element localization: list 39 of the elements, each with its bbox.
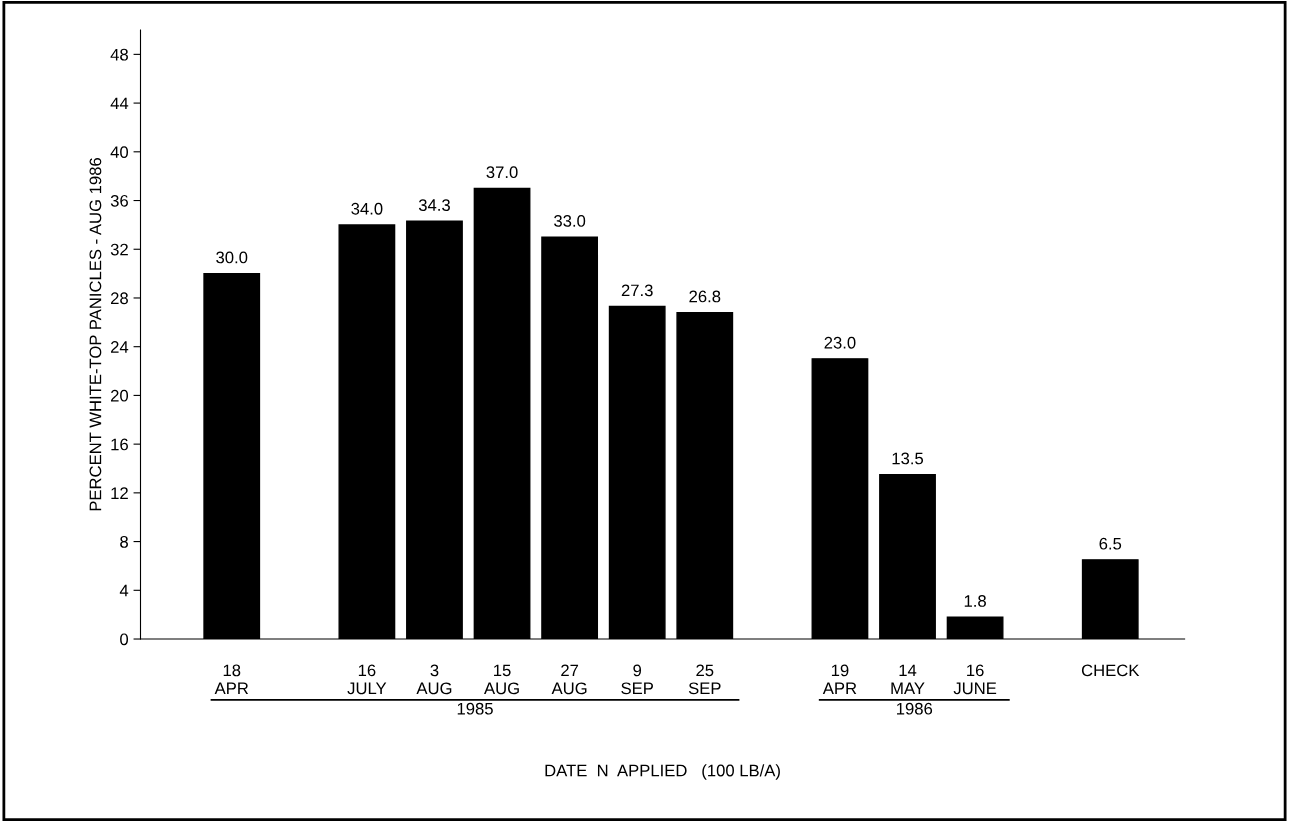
data-label: 30.0 [216, 251, 248, 264]
data-label: 1.8 [964, 595, 986, 607]
x-tick-label: CHECK [1081, 664, 1140, 677]
x-tick-label: 27 AUG [551, 664, 587, 695]
data-label: 23.0 [824, 336, 856, 349]
y-tick-label: 44 [110, 97, 129, 110]
y-tick-label: 24 [111, 341, 129, 353]
y-tick-label: 12 [111, 487, 128, 499]
y-tick-label: 48 [110, 48, 128, 61]
x-axis-title: DATE N APPLIED (100 LB/A) [545, 764, 780, 780]
data-label: 34.0 [351, 202, 383, 215]
text: 1986 [897, 702, 933, 715]
text: 1985 [457, 702, 493, 715]
x-tick-label: 15 AUG [484, 664, 519, 695]
data-label: 13.5 [892, 452, 924, 465]
x-tick-label: 3 AUG [416, 664, 452, 695]
x-tick-label: 14 MAY [891, 664, 925, 695]
y-tick-label: 16 [111, 438, 128, 451]
data-label: 37.0 [486, 166, 518, 179]
x-tick-label: 16 JUNE [953, 664, 997, 695]
x-tick-label: 18 APR [214, 664, 249, 695]
data-label: 6.5 [1099, 537, 1122, 550]
y-tick-label: 28 [111, 292, 128, 305]
y-tick-label: 8 [120, 535, 128, 548]
x-tick-label: 9 SEP [621, 664, 653, 695]
y-tick-label: 32 [110, 243, 128, 256]
data-label: 33.0 [554, 215, 586, 227]
x-tick-label: 19 APR [822, 664, 857, 695]
y-tick-label: 20 [111, 389, 129, 402]
y-tick-label: 36 [110, 194, 128, 207]
data-label: 34.3 [418, 199, 450, 211]
x-tick-label: 25 SEP [688, 664, 721, 695]
data-label: 26.8 [689, 290, 721, 303]
y-tick-label: 40 [110, 146, 129, 159]
y-axis-title: PERCENT WHITE-TOP PANICLES - AUG 1986 [89, 158, 102, 511]
y-tick-label: 4 [119, 584, 129, 597]
y-tick-label: 0 [120, 633, 129, 646]
x-tick-label: 16 JULY [347, 664, 387, 695]
data-label: 27.3 [621, 284, 653, 297]
